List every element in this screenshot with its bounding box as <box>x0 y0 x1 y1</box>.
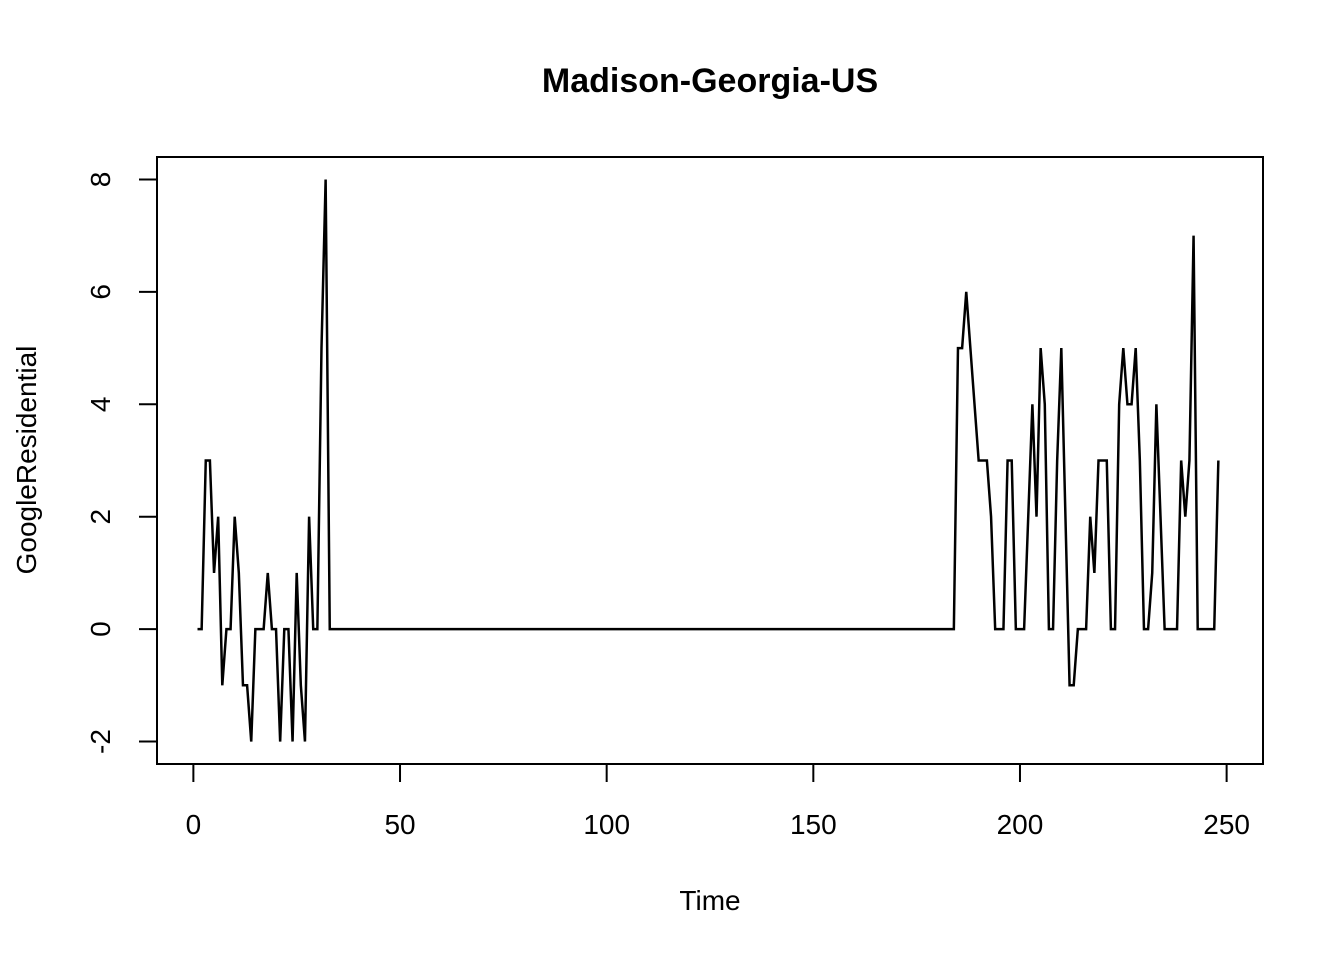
x-tick-label: 100 <box>583 809 630 840</box>
x-tick-label: 200 <box>997 809 1044 840</box>
y-axis: -2 0 2 4 6 8 <box>85 172 158 754</box>
x-axis: 0 50 100 150 200 250 <box>186 763 1250 840</box>
x-tick-label: 250 <box>1203 809 1250 840</box>
x-axis-label: Time <box>679 885 740 916</box>
y-tick-label: -2 <box>85 729 116 754</box>
y-tick-label: 8 <box>85 172 116 188</box>
y-axis-label: GoogleResidential <box>11 346 42 575</box>
y-tick-label: 6 <box>85 284 116 300</box>
series-line <box>197 179 1220 742</box>
y-tick-label: 4 <box>85 397 116 413</box>
y-tick-label: 0 <box>85 621 116 637</box>
x-tick-label: 150 <box>790 809 837 840</box>
y-tick-label: 2 <box>85 509 116 525</box>
chart-title: Madison-Georgia-US <box>542 62 878 100</box>
x-tick-label: 0 <box>186 809 202 840</box>
x-tick-label: 50 <box>384 809 415 840</box>
